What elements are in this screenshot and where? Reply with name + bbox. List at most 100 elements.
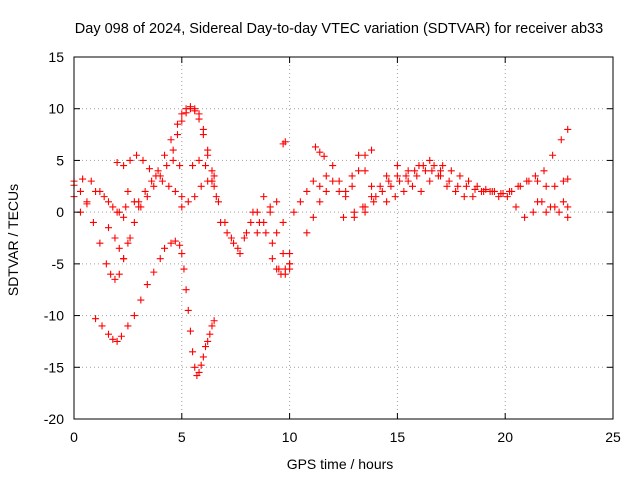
data-point	[555, 208, 563, 216]
data-point	[161, 151, 169, 159]
data-point	[117, 332, 125, 340]
series-trace-s	[311, 143, 328, 160]
data-point	[137, 296, 145, 304]
data-point	[393, 162, 401, 170]
data-point	[355, 151, 363, 159]
data-point	[199, 353, 207, 361]
plot-frame	[73, 56, 614, 420]
data-point	[208, 177, 216, 185]
data-point	[167, 239, 175, 247]
data-point	[387, 182, 395, 190]
data-point	[76, 187, 84, 195]
data-point	[115, 270, 123, 278]
data-point	[171, 237, 179, 245]
data-point	[413, 172, 421, 180]
data-point	[107, 270, 115, 278]
data-point	[499, 190, 507, 198]
data-point	[178, 110, 186, 118]
data-point	[503, 193, 511, 201]
data-point	[120, 255, 128, 263]
data-point	[525, 177, 533, 185]
data-point	[529, 208, 537, 216]
data-point	[109, 203, 117, 211]
data-point	[290, 208, 298, 216]
data-point	[342, 193, 350, 201]
data-point	[169, 146, 177, 154]
data-point	[249, 208, 257, 216]
y-tick-label: 5	[56, 152, 64, 168]
data-point	[348, 182, 356, 190]
data-point	[262, 229, 270, 237]
data-point	[512, 203, 520, 211]
data-point	[173, 131, 181, 139]
data-point	[191, 363, 199, 371]
data-point	[309, 213, 317, 221]
data-point	[137, 203, 145, 211]
data-point	[227, 234, 235, 242]
data-point	[469, 193, 477, 201]
data-point	[348, 172, 356, 180]
data-point	[139, 156, 147, 164]
data-point	[486, 187, 494, 195]
data-point	[473, 182, 481, 190]
data-point	[126, 156, 134, 164]
data-point	[189, 162, 197, 170]
data-point	[87, 177, 95, 185]
series-trace-h	[135, 103, 218, 206]
data-point	[361, 167, 369, 175]
data-point	[178, 193, 186, 201]
data-point	[182, 109, 190, 117]
data-point	[408, 182, 416, 190]
data-point	[350, 208, 358, 216]
data-point	[322, 172, 330, 180]
x-tick-label: 15	[390, 429, 406, 445]
data-point	[210, 182, 218, 190]
data-point	[454, 182, 462, 190]
data-point	[115, 208, 123, 216]
data-point	[335, 177, 343, 185]
series-trace-x	[534, 198, 572, 216]
data-point	[286, 250, 294, 258]
data-point	[340, 213, 347, 221]
data-point	[195, 156, 203, 164]
data-point	[260, 218, 268, 226]
data-point	[176, 162, 184, 170]
data-point	[186, 327, 194, 335]
data-point	[176, 241, 184, 249]
data-point	[465, 177, 473, 185]
data-point	[178, 117, 186, 125]
data-point	[534, 177, 542, 185]
x-tick-label: 20	[497, 429, 513, 445]
data-point	[273, 198, 281, 206]
data-point	[311, 143, 319, 151]
data-point	[197, 361, 205, 369]
data-point	[445, 177, 453, 185]
data-point	[551, 182, 559, 190]
data-point	[430, 162, 438, 170]
data-point	[335, 187, 343, 195]
data-point	[355, 167, 363, 175]
series-trace-n	[253, 198, 294, 258]
data-point	[268, 239, 276, 247]
data-point	[564, 175, 572, 183]
data-point	[415, 162, 423, 170]
x-tick-label: 25	[605, 429, 621, 445]
data-point	[404, 167, 412, 175]
data-point	[124, 322, 132, 330]
data-point	[426, 156, 434, 164]
data-point	[247, 218, 255, 226]
series-trace-f	[113, 151, 186, 201]
data-point	[165, 182, 173, 190]
series-trace-j	[167, 237, 218, 380]
data-point	[195, 368, 203, 376]
data-point	[204, 337, 212, 345]
data-point	[447, 167, 455, 175]
data-point	[130, 218, 138, 226]
data-point	[549, 151, 557, 159]
data-point	[393, 172, 401, 180]
data-point	[368, 182, 376, 190]
data-point	[210, 317, 218, 325]
data-point	[143, 193, 151, 201]
data-point	[542, 182, 550, 190]
